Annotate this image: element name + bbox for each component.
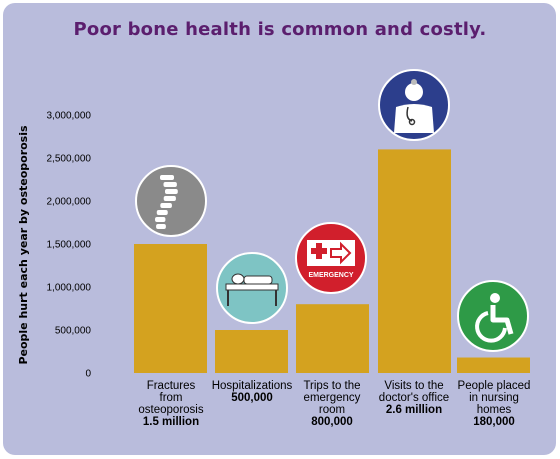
category-text: doctor's office: [378, 392, 450, 404]
chart-panel: [3, 3, 556, 455]
category-text: in nursing: [469, 392, 519, 404]
bar-1: [134, 244, 207, 373]
category-text: homes: [476, 404, 512, 416]
icons-group: EMERGENCY: [135, 69, 529, 352]
category-text: People placed: [457, 380, 531, 392]
category-label-4: Visits to the doctor's office 2.6 million: [371, 380, 457, 416]
bar-2: [215, 330, 288, 373]
category-value-label: 800,000: [311, 416, 353, 428]
emergency-icon-text: EMERGENCY: [308, 272, 353, 279]
category-value-label: 2.6 million: [385, 404, 443, 416]
bar-4: [378, 149, 451, 373]
bar-3: [296, 304, 369, 373]
category-label-3: Trips to the emergency room 800,000: [289, 380, 375, 428]
category-value-label: 1.5 million: [142, 416, 200, 428]
category-text: from: [159, 392, 183, 404]
y-axis-label: People hurt each year by osteoporosis: [17, 125, 30, 365]
category-value-label: 500,000: [231, 392, 273, 404]
hospital-bed-icon: [216, 252, 288, 324]
y-tick-label: 3,000,000: [47, 111, 92, 122]
wheelchair-icon: [457, 280, 529, 352]
chart-title: Poor bone health is common and costly.: [73, 19, 487, 40]
category-text: room: [318, 404, 346, 416]
category-text: osteoporosis: [138, 404, 204, 416]
category-text: Hospitalizations: [211, 380, 293, 392]
y-tick-label: 2,000,000: [47, 197, 92, 208]
y-axis: 3,000,000 2,500,000 2,000,000 1,500,000 1,00…: [47, 111, 92, 380]
category-value-label: 180,000: [473, 416, 515, 428]
y-tick-label: 1,000,000: [47, 283, 92, 294]
y-tick-label: 500,000: [55, 326, 92, 337]
bars-group: [134, 149, 530, 373]
category-text: Trips to the: [303, 380, 361, 392]
doctor-icon: [378, 69, 450, 141]
category-label-5: People placed in nursing homes 180,000: [451, 380, 537, 428]
category-label-1: Fractures from osteoporosis 1.5 million: [128, 380, 214, 428]
category-label-2: Hospitalizations 500,000: [209, 380, 295, 404]
y-tick-label: 0: [85, 369, 91, 380]
spine-icon: [135, 165, 207, 237]
category-text: Fractures: [146, 380, 196, 392]
category-text: emergency: [303, 392, 361, 404]
emergency-sign-icon: EMERGENCY: [295, 222, 367, 294]
y-tick-label: 2,500,000: [47, 154, 92, 165]
y-tick-label: 1,500,000: [47, 240, 92, 251]
bar-5: [457, 357, 530, 373]
category-text: Visits to the: [384, 380, 444, 392]
